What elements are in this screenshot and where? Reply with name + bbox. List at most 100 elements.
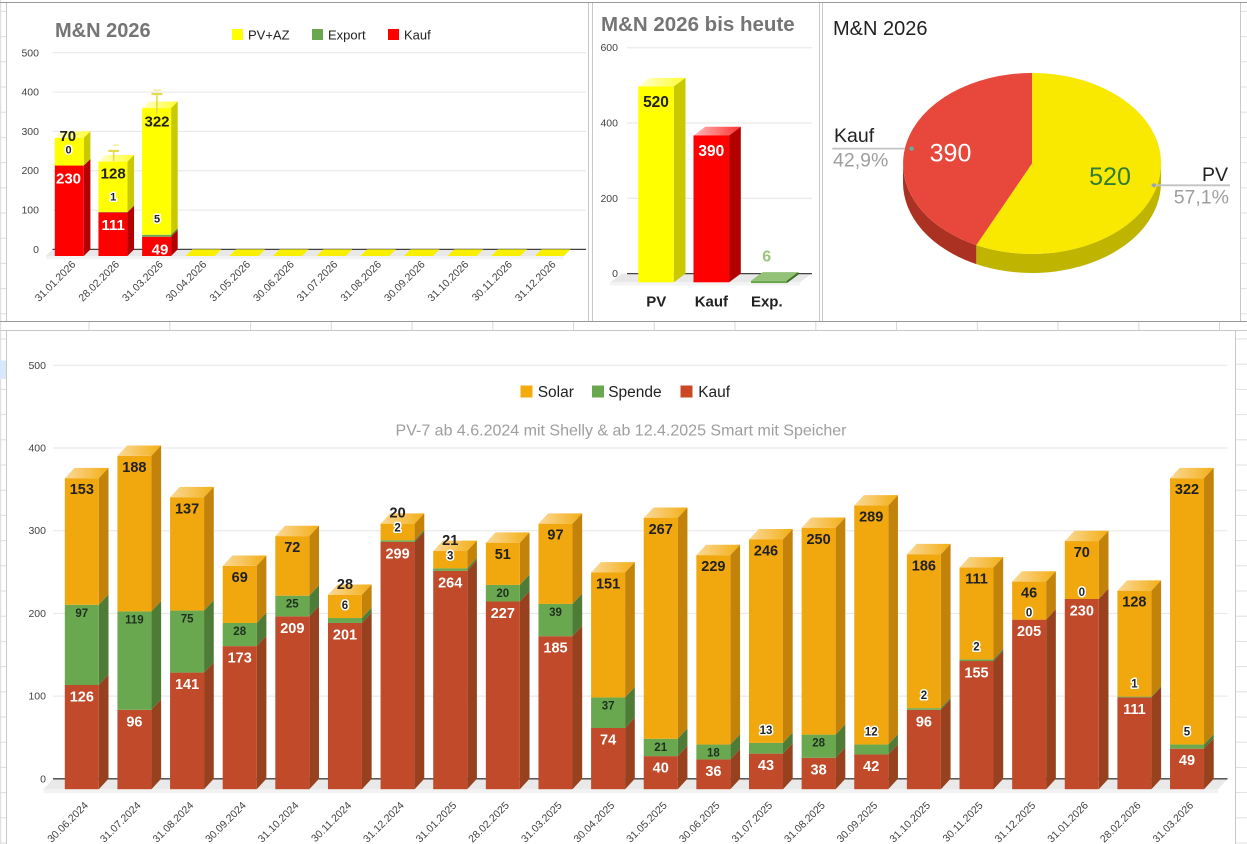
svg-text:151: 151	[596, 577, 620, 593]
svg-text:97: 97	[547, 528, 563, 544]
svg-text:188: 188	[122, 460, 146, 476]
svg-text:46: 46	[1021, 586, 1037, 602]
svg-text:390: 390	[930, 140, 972, 168]
svg-text:322: 322	[144, 114, 169, 131]
svg-text:Kauf: Kauf	[404, 28, 431, 43]
svg-text:Kauf: Kauf	[834, 125, 875, 147]
svg-text:520: 520	[643, 94, 669, 111]
svg-text:111: 111	[102, 217, 125, 234]
svg-text:25: 25	[286, 599, 299, 611]
svg-text:20: 20	[496, 588, 509, 600]
svg-text:57,1%: 57,1%	[1174, 187, 1229, 209]
svg-text:2: 2	[973, 641, 979, 653]
svg-text:51: 51	[495, 547, 511, 563]
svg-text:185: 185	[543, 641, 567, 657]
svg-text:28: 28	[337, 577, 353, 593]
svg-text:3: 3	[447, 550, 453, 562]
svg-text:520: 520	[1089, 163, 1131, 191]
svg-text:1: 1	[110, 191, 116, 203]
svg-text:6: 6	[762, 249, 771, 266]
svg-text:96: 96	[126, 714, 142, 730]
svg-text:126: 126	[70, 690, 94, 706]
svg-text:M&N 2026: M&N 2026	[55, 20, 151, 42]
svg-text:400: 400	[600, 118, 618, 130]
svg-text:Exp.: Exp.	[751, 294, 783, 311]
svg-text:2: 2	[394, 522, 400, 534]
svg-text:Kauf: Kauf	[698, 384, 731, 401]
svg-text:0: 0	[33, 244, 39, 256]
svg-text:227: 227	[491, 606, 515, 622]
svg-text:500: 500	[28, 360, 46, 372]
svg-text:Export: Export	[328, 28, 366, 43]
svg-text:42: 42	[863, 759, 879, 775]
svg-text:119: 119	[125, 614, 144, 626]
svg-text:299: 299	[385, 546, 409, 562]
svg-text:69: 69	[232, 570, 248, 586]
svg-text:0: 0	[1079, 587, 1085, 599]
svg-text:PV-7 ab 4.6.2024 mit Shelly &: PV-7 ab 4.6.2024 mit Shelly & ab 12.4.20…	[396, 423, 848, 440]
svg-text:186: 186	[912, 558, 936, 574]
svg-text:201: 201	[333, 628, 357, 644]
svg-text:400: 400	[21, 87, 39, 99]
svg-text:128: 128	[101, 166, 126, 183]
svg-text:205: 205	[1017, 624, 1041, 640]
svg-text:13: 13	[760, 725, 773, 737]
svg-text:28: 28	[233, 626, 246, 638]
svg-text:M&N 2026 bis heute: M&N 2026 bis heute	[601, 13, 795, 36]
svg-text:200: 200	[28, 608, 46, 620]
svg-text:36: 36	[705, 764, 721, 780]
svg-text:246: 246	[754, 543, 778, 559]
svg-text:128: 128	[1122, 595, 1146, 611]
svg-text:400: 400	[28, 443, 46, 455]
svg-text:0: 0	[612, 268, 618, 280]
svg-text:289: 289	[859, 510, 883, 526]
svg-text:0: 0	[1026, 608, 1032, 620]
svg-text:37: 37	[602, 700, 615, 712]
svg-text:5: 5	[1184, 727, 1191, 739]
svg-text:28: 28	[812, 738, 825, 750]
svg-text:74: 74	[600, 733, 616, 749]
svg-text:500: 500	[21, 47, 39, 59]
svg-text:209: 209	[280, 621, 304, 637]
svg-text:230: 230	[1070, 604, 1094, 620]
svg-text:322: 322	[1175, 482, 1199, 498]
svg-text:264: 264	[438, 575, 462, 591]
svg-text:155: 155	[964, 666, 988, 682]
svg-text:600: 600	[600, 42, 618, 54]
svg-text:42,9%: 42,9%	[833, 150, 888, 172]
svg-text:21: 21	[442, 533, 458, 549]
svg-text:PV+AZ: PV+AZ	[248, 28, 290, 43]
svg-text:Kauf: Kauf	[695, 294, 729, 311]
svg-text:18: 18	[707, 748, 720, 760]
svg-text:75: 75	[181, 614, 194, 626]
svg-text:300: 300	[28, 525, 46, 537]
svg-text:38: 38	[811, 762, 827, 778]
svg-text:2: 2	[921, 690, 927, 702]
svg-text:229: 229	[701, 559, 725, 575]
svg-text:49: 49	[1179, 753, 1195, 769]
svg-text:141: 141	[175, 677, 199, 693]
svg-text:70: 70	[1074, 545, 1090, 561]
svg-text:5: 5	[154, 214, 160, 226]
svg-text:173: 173	[228, 651, 252, 667]
svg-text:300: 300	[21, 126, 39, 138]
svg-text:Solar: Solar	[538, 384, 574, 401]
svg-text:40: 40	[653, 761, 669, 777]
svg-text:72: 72	[284, 540, 300, 556]
svg-text:0: 0	[40, 773, 46, 785]
svg-text:100: 100	[21, 205, 39, 217]
svg-text:12: 12	[865, 727, 878, 739]
svg-text:267: 267	[649, 522, 673, 538]
svg-text:137: 137	[175, 501, 199, 517]
svg-text:111: 111	[1123, 702, 1146, 718]
svg-text:6: 6	[342, 600, 348, 612]
svg-text:70: 70	[59, 128, 76, 145]
svg-text:Spende: Spende	[608, 384, 661, 401]
svg-text:39: 39	[549, 607, 562, 619]
svg-text:97: 97	[75, 608, 88, 620]
svg-text:200: 200	[600, 193, 618, 205]
svg-text:250: 250	[806, 532, 830, 548]
svg-text:21: 21	[654, 742, 667, 754]
svg-text:390: 390	[698, 143, 724, 160]
svg-text:111: 111	[965, 572, 988, 588]
